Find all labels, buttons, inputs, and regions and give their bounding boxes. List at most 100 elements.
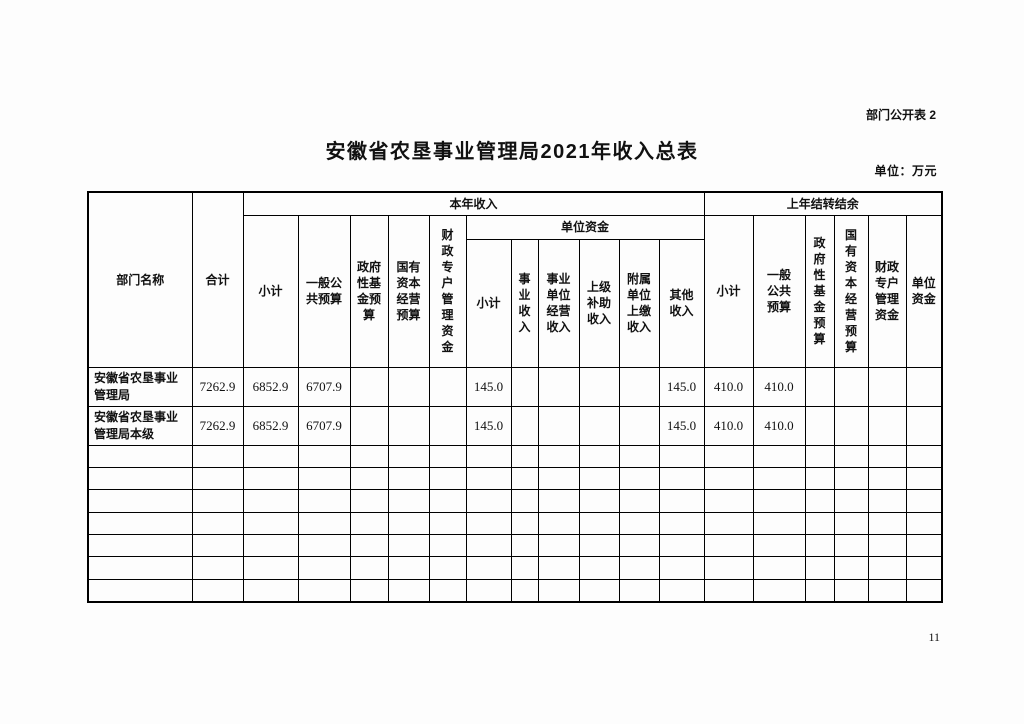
value-cell: [387, 444, 430, 468]
value-cell: [387, 466, 430, 491]
value-cell: [465, 466, 512, 491]
value-cell: [510, 578, 539, 603]
table-row: [87, 444, 943, 468]
dept-name-cell: [87, 511, 193, 536]
value-cell: [905, 511, 943, 536]
value-cell: 410.0: [703, 366, 754, 407]
value-cell: [867, 405, 907, 446]
value-cell: [510, 556, 539, 580]
dept-name-cell: [87, 489, 193, 513]
value-cell: [297, 578, 351, 603]
value-cell: [703, 556, 754, 580]
value-cell: [191, 444, 244, 468]
value-cell: [349, 578, 389, 603]
value-cell: [510, 444, 539, 468]
value-cell: [465, 578, 512, 603]
value-cell: [465, 444, 512, 468]
value-cell: [297, 444, 351, 468]
header-uf-subtotal: 小计: [465, 238, 512, 368]
value-cell: [833, 466, 869, 491]
value-cell: [658, 556, 705, 580]
value-cell: [465, 556, 512, 580]
value-cell: [618, 366, 660, 407]
value-cell: [465, 489, 512, 513]
header-row-sub: 小计 一般公 共预算 政府 性基 金预 算 国有 资本 经营 预算 财 政 专 …: [88, 214, 943, 368]
table-row: [87, 511, 943, 536]
value-cell: [578, 578, 620, 603]
value-cell: [578, 444, 620, 468]
value-cell: [578, 366, 620, 407]
value-cell: 6852.9: [242, 405, 299, 446]
value-cell: [804, 405, 835, 446]
value-cell: [804, 511, 835, 536]
value-cell: [618, 556, 660, 580]
value-cell: 6707.9: [297, 405, 351, 446]
value-cell: [297, 534, 351, 558]
value-cell: [428, 578, 467, 603]
value-cell: [905, 534, 943, 558]
value-cell: [703, 578, 754, 603]
value-cell: [297, 466, 351, 491]
value-cell: [465, 511, 512, 536]
header-cy-fiscal-special-account-funds: 财 政 专 户 管 理 资 金: [428, 214, 467, 368]
value-cell: [428, 466, 467, 491]
value-cell: [905, 444, 943, 468]
value-cell: [387, 511, 430, 536]
header-row-groups: 部门名称 合计 本年收入 上年结转结余: [87, 191, 943, 368]
header-co-subtotal: 小计: [703, 214, 754, 368]
header-cy-state-capital-budget: 国有 资本 经营 预算: [387, 214, 430, 368]
value-cell: [242, 489, 299, 513]
header-uf-affiliated-remitted-income: 附属 单位 上缴 收入: [618, 238, 660, 368]
value-cell: 410.0: [703, 405, 754, 446]
table-row: 安徽省农垦事业 管理局 7262.9 6852.9 6707.9 145.0 145.0 4…: [87, 366, 943, 407]
value-cell: [191, 511, 244, 536]
value-cell: [349, 466, 389, 491]
value-cell: [658, 489, 705, 513]
value-cell: [703, 466, 754, 491]
value-cell: [752, 489, 806, 513]
value-cell: [349, 444, 389, 468]
value-cell: [537, 366, 580, 407]
value-cell: [578, 511, 620, 536]
value-cell: [618, 489, 660, 513]
page-number: 11: [928, 630, 940, 644]
header-co-general-public-budget: 一般 公共 预算: [752, 214, 806, 368]
unit-note: 单位：万元: [874, 164, 937, 178]
header-co-state-capital-budget: 国 有 资 本 经 营 预 算: [833, 214, 869, 368]
value-cell: [537, 489, 580, 513]
value-cell: 7262.9: [191, 405, 244, 446]
value-cell: [537, 578, 580, 603]
value-cell: [658, 466, 705, 491]
value-cell: [658, 511, 705, 536]
table-row: 安徽省农垦事业 管理局本级 7262.9 6852.9 6707.9 145.0 145.…: [87, 405, 943, 446]
header-current-year-income: 本年收入: [242, 191, 705, 216]
value-cell: 410.0: [752, 405, 806, 446]
header-unit-funds-group: 单位资金: [465, 214, 705, 240]
value-cell: [387, 366, 430, 407]
value-cell: [905, 556, 943, 580]
value-cell: [428, 405, 467, 446]
header-cy-general-public-budget: 一般公 共预算: [297, 214, 351, 368]
value-cell: [297, 489, 351, 513]
value-cell: [752, 556, 806, 580]
page-title: 安徽省农垦事业管理局2021年收入总表: [325, 141, 699, 163]
value-cell: [537, 466, 580, 491]
value-cell: 6707.9: [297, 366, 351, 407]
table-row: [87, 489, 943, 513]
value-cell: [804, 366, 835, 407]
value-cell: [191, 534, 244, 558]
value-cell: [833, 534, 869, 558]
value-cell: [703, 511, 754, 536]
table-row: [87, 534, 943, 558]
value-cell: [867, 556, 907, 580]
value-cell: [510, 405, 539, 446]
value-cell: [537, 444, 580, 468]
table-body: 安徽省农垦事业 管理局 7262.9 6852.9 6707.9 145.0 145.0 4…: [87, 366, 943, 603]
dept-name-cell: [87, 466, 193, 491]
header-cy-gov-fund-budget: 政府 性基 金预 算: [349, 214, 389, 368]
header-cy-subtotal: 小计: [242, 214, 299, 368]
value-cell: [297, 556, 351, 580]
value-cell: [703, 534, 754, 558]
table-row: [87, 578, 943, 603]
value-cell: [703, 489, 754, 513]
